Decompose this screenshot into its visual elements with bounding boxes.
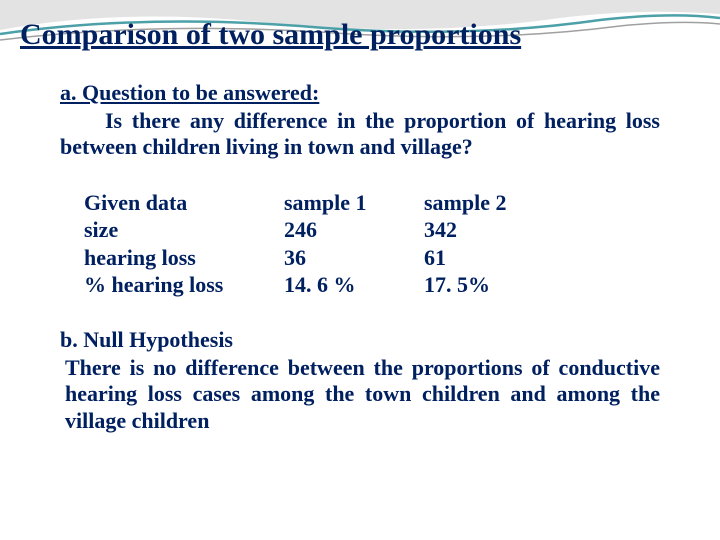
table-header-row: Given data sample 1 sample 2 — [84, 189, 660, 217]
table-row: hearing loss 36 61 — [84, 244, 660, 272]
header-label: Given data — [84, 189, 284, 217]
question-text: Is there any difference in the proportio… — [60, 108, 660, 161]
section-a: a. Question to be answered: Is there any… — [60, 80, 660, 161]
section-a-label: a. Question to be answered: — [60, 80, 660, 106]
cell-s2: 17. 5% — [424, 271, 564, 299]
table-row: size 246 342 — [84, 216, 660, 244]
cell-label: size — [84, 216, 284, 244]
header-sample2: sample 2 — [424, 189, 564, 217]
table-row: % hearing loss 14. 6 % 17. 5% — [84, 271, 660, 299]
cell-s1: 246 — [284, 216, 424, 244]
hypothesis-text: There is no difference between the propo… — [65, 355, 660, 434]
cell-s1: 36 — [284, 244, 424, 272]
slide-title: Comparison of two sample proportions — [20, 18, 521, 52]
question-body: Is there any difference in the proportio… — [60, 108, 660, 159]
slide-content: a. Question to be answered: Is there any… — [60, 80, 660, 434]
section-b-label: b. Null Hypothesis — [60, 327, 660, 353]
cell-label: hearing loss — [84, 244, 284, 272]
section-b: b. Null Hypothesis There is no differenc… — [60, 327, 660, 434]
data-table: Given data sample 1 sample 2 size 246 34… — [84, 189, 660, 299]
header-sample1: sample 1 — [284, 189, 424, 217]
cell-s1: 14. 6 % — [284, 271, 424, 299]
cell-s2: 342 — [424, 216, 564, 244]
cell-label: % hearing loss — [84, 271, 284, 299]
cell-s2: 61 — [424, 244, 564, 272]
